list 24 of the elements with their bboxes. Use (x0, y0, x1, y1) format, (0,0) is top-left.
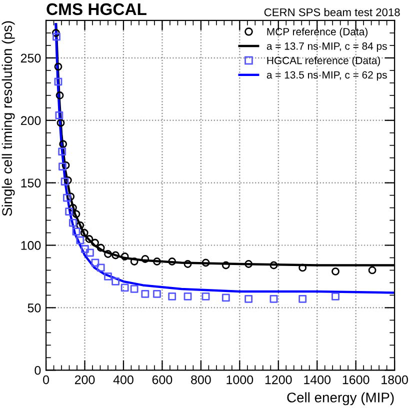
x-tick-label: 400 (113, 375, 134, 384)
x-tick-label: 1000 (226, 375, 254, 384)
x-tick-label: 1200 (265, 375, 292, 384)
legend-label: a = 13.7 ns·MIP, c = 84 ps (266, 42, 387, 52)
y-tick-label: 50 (28, 304, 41, 312)
y-tick-label: 200 (20, 116, 41, 126)
x-tick-label: 1800 (382, 375, 408, 384)
x-tick-label: 200 (74, 375, 95, 384)
y-axis-title: Single cell timing resolution (ps) (2, 21, 15, 216)
legend-label: a = 13.5 ns·MIP, c = 62 ps (266, 71, 387, 81)
x-tick-label: 800 (191, 375, 211, 384)
legend-label: HGCAL reference (Data) (267, 56, 380, 66)
y-tick-label: 150 (21, 178, 41, 188)
x-tick-label: 1400 (304, 375, 331, 384)
x-tick-label: 600 (152, 375, 172, 384)
x-tick-label: 0 (43, 375, 50, 384)
y-tick-label: 250 (20, 54, 41, 63)
text: CERN SPS beam test 2018 (264, 8, 400, 16)
x-tick-label: 1600 (342, 375, 370, 384)
legend-label: MCP reference (Data) (267, 28, 368, 38)
chart-title: CMS HGCAL (46, 3, 146, 16)
x-axis-title: Cell energy (MIP) (287, 392, 394, 406)
y-tick-label: 0 (34, 366, 41, 375)
y-tick-label: 100 (21, 241, 41, 250)
